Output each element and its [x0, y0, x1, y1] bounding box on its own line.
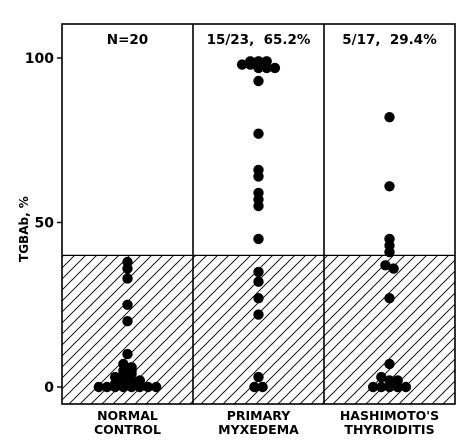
data-point — [376, 371, 387, 383]
data-point — [253, 56, 264, 67]
group-label: THYROIDITIS — [344, 422, 434, 437]
data-point — [253, 233, 264, 245]
data-point — [93, 381, 105, 393]
group-label: CONTROL — [94, 422, 161, 437]
data-point — [122, 348, 133, 360]
group-annotation: 15/23, 65.2% — [207, 32, 311, 48]
data-point — [249, 381, 260, 393]
data-point — [236, 59, 248, 70]
data-point — [122, 299, 133, 310]
group-label: HASHIMOTO'S — [340, 408, 439, 423]
y-axis-label: TGBAb, % — [17, 196, 31, 262]
data-point — [388, 263, 399, 274]
y-axis-ticks: 0 50 100 — [25, 51, 62, 396]
data-point — [384, 181, 395, 192]
data-point — [269, 62, 281, 74]
data-point — [110, 371, 121, 383]
y-tick-label: 0 — [44, 380, 54, 396]
data-point — [253, 371, 264, 383]
data-point — [101, 381, 113, 393]
group-annotation: 5/17, 29.4% — [342, 32, 437, 48]
data-point — [384, 112, 395, 123]
data-point — [151, 381, 162, 393]
group-label: MYXEDEMA — [218, 422, 299, 437]
data-point — [142, 381, 154, 393]
data-point — [253, 187, 264, 199]
data-point — [392, 375, 403, 386]
y-tick-label: 50 — [35, 216, 55, 232]
data-point — [257, 381, 268, 393]
data-point — [400, 381, 412, 393]
data-point — [261, 56, 272, 67]
plot-border — [61, 23, 456, 405]
data-point — [122, 273, 133, 284]
data-point — [122, 256, 133, 268]
group-label: PRIMARY — [227, 408, 291, 423]
data-point — [253, 75, 264, 87]
data-points — [93, 56, 412, 393]
data-point — [253, 128, 264, 139]
data-point — [384, 233, 395, 245]
group-annotation: N=20 — [107, 32, 148, 48]
data-point — [126, 362, 137, 373]
data-point — [118, 358, 129, 370]
data-point — [384, 293, 395, 304]
data-point — [253, 293, 264, 304]
data-point — [253, 276, 264, 287]
data-point — [367, 381, 379, 393]
y-tick-label: 100 — [25, 51, 54, 67]
data-point — [384, 358, 395, 370]
data-point — [384, 375, 395, 386]
data-point — [122, 316, 133, 327]
data-point — [245, 56, 256, 67]
data-point — [376, 381, 387, 393]
data-point — [380, 260, 391, 271]
data-point — [253, 164, 264, 176]
data-point — [134, 375, 145, 386]
group-label: NORMAL — [97, 408, 158, 423]
data-point — [253, 309, 264, 320]
data-point — [253, 266, 264, 278]
